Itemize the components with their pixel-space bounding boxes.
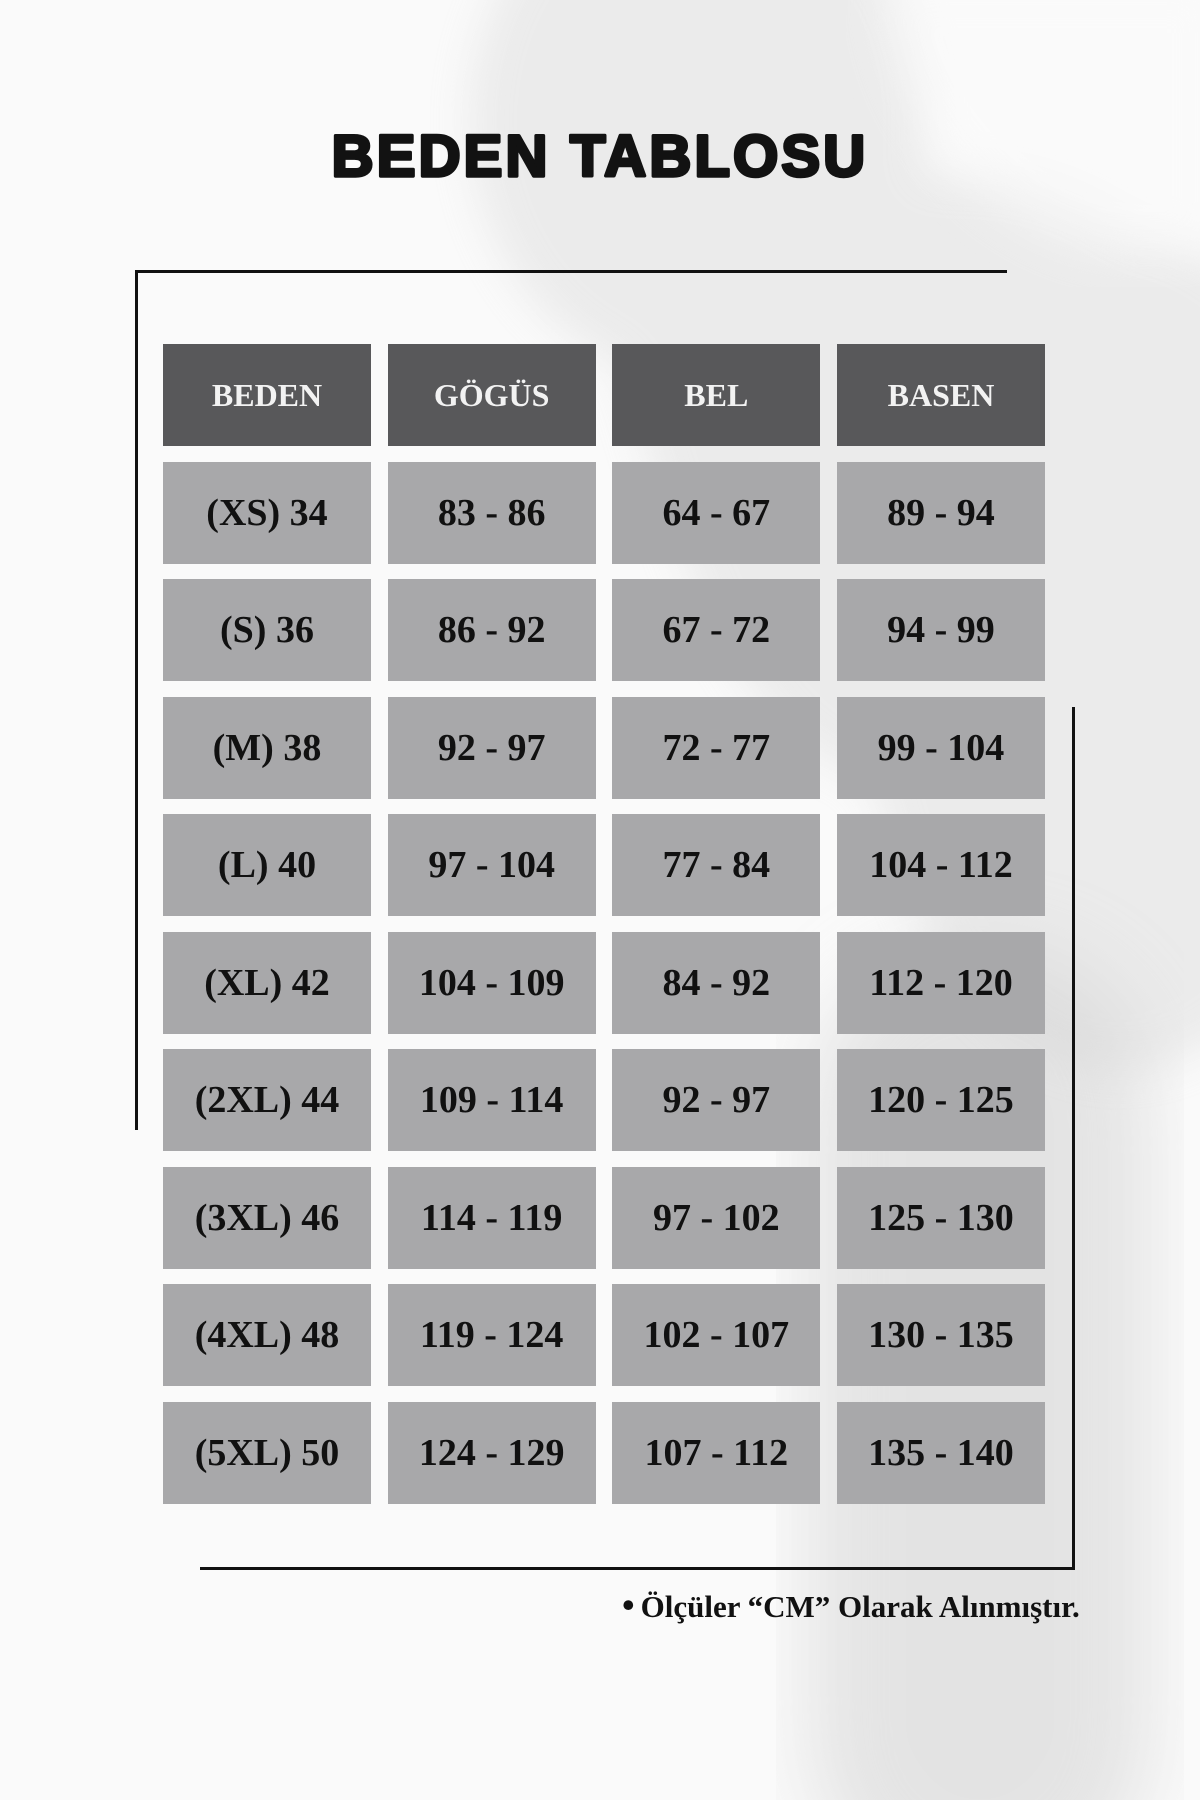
svg-text:BEDEN TABLOSU: BEDEN TABLOSU — [332, 124, 869, 189]
